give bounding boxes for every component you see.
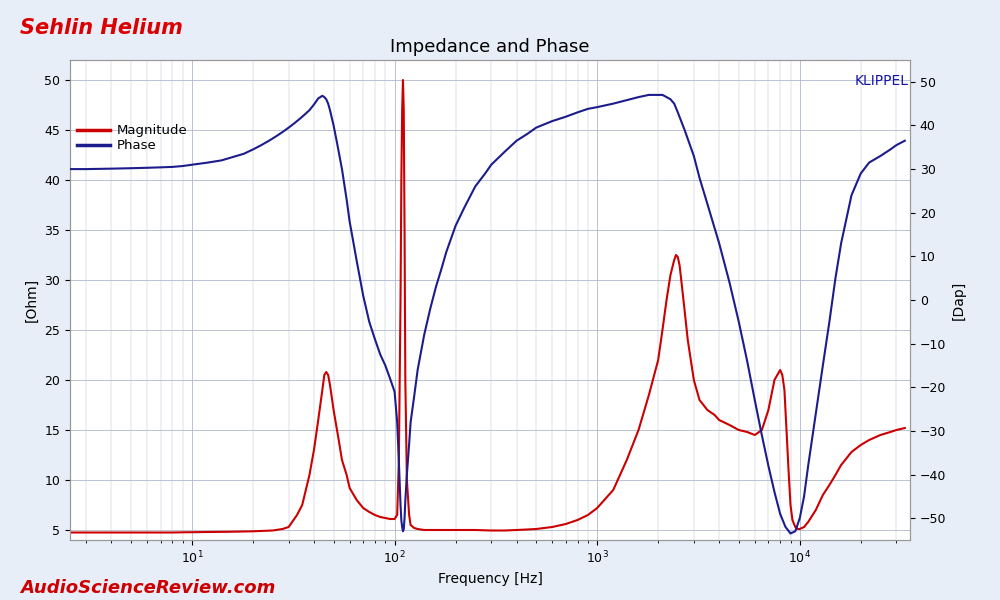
Y-axis label: [Ohm]: [Ohm] [25,278,39,322]
Title: Impedance and Phase: Impedance and Phase [390,38,590,56]
Text: Sehlin Helium: Sehlin Helium [20,18,183,38]
Y-axis label: [Dap]: [Dap] [952,280,966,320]
Legend: Magnitude, Phase: Magnitude, Phase [77,124,188,152]
Text: KLIPPEL: KLIPPEL [854,74,908,88]
Text: AudioScienceReview.com: AudioScienceReview.com [20,579,275,597]
X-axis label: Frequency [Hz]: Frequency [Hz] [438,572,542,586]
